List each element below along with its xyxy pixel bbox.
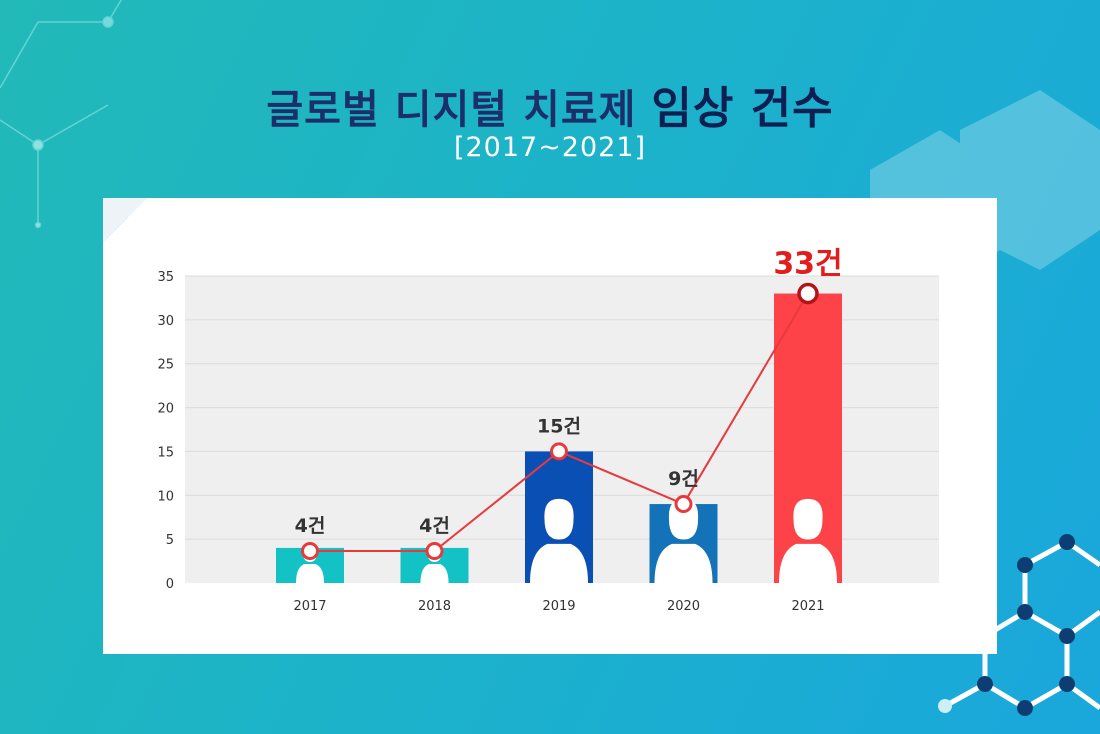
y-tick-label: 10 xyxy=(157,489,174,504)
card-fold-shade xyxy=(103,198,147,242)
page-title: 글로벌 디지털 치료제 임상 건수 xyxy=(0,72,1100,136)
y-tick-label: 15 xyxy=(157,445,174,460)
y-tick-label: 5 xyxy=(166,533,174,548)
trend-point xyxy=(797,282,819,305)
y-tick-label: 0 xyxy=(166,577,174,592)
trend-point xyxy=(674,495,693,514)
person-icon xyxy=(779,498,837,583)
data-label: 4건 xyxy=(295,515,326,537)
data-label: 15건 xyxy=(537,415,581,437)
hexagon-pattern-left xyxy=(0,0,123,229)
x-tick-label: 2017 xyxy=(293,599,326,614)
data-label: 9건 xyxy=(668,468,699,490)
x-tick-label: 2020 xyxy=(667,599,700,614)
x-tick-label: 2019 xyxy=(542,599,575,614)
y-tick-label: 25 xyxy=(157,358,174,373)
trend-point xyxy=(301,542,319,560)
person-icon xyxy=(530,498,588,583)
bar-chart: 0 5 10 15 20 25 30 35 2017 2018 2019 2020 2021 4건 4건 15… xyxy=(157,247,939,614)
trend-point xyxy=(425,542,444,560)
data-label: 4건 xyxy=(419,515,450,537)
data-label: 33건 xyxy=(773,247,842,282)
page-subtitle: [2017~2021] xyxy=(453,132,647,163)
title-main: 글로벌 디지털 치료제 xyxy=(266,87,637,133)
bar xyxy=(774,293,842,583)
y-tick-label: 30 xyxy=(157,314,174,329)
title-accent: 임상 건수 xyxy=(651,83,834,134)
y-tick-label: 20 xyxy=(157,402,174,417)
x-tick-label: 2021 xyxy=(791,599,824,614)
trend-point xyxy=(550,442,568,461)
molecule-nodes xyxy=(938,534,1075,716)
y-tick-label: 35 xyxy=(157,270,174,285)
x-tick-label: 2018 xyxy=(418,599,451,614)
